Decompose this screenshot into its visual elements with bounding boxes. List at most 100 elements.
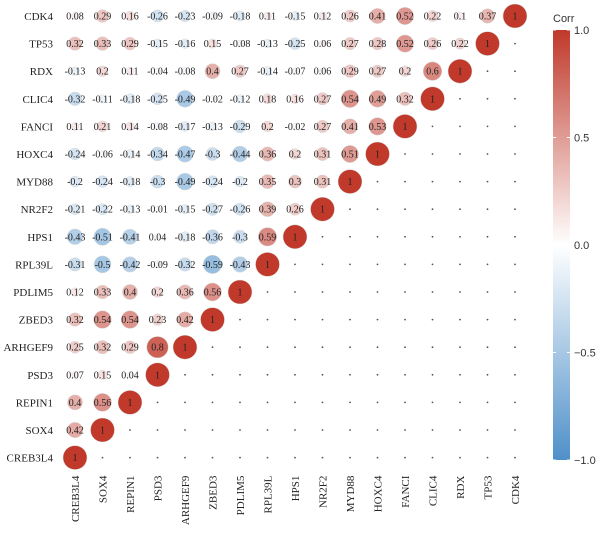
corr-value: 0.21 xyxy=(94,122,112,133)
corr-value: -0.24 xyxy=(202,177,223,188)
corr-value: 0.2 xyxy=(399,67,412,78)
empty-cell-dot xyxy=(459,208,461,211)
corr-value: -0.47 xyxy=(175,150,196,161)
corr-circle-hoxc4-arhgef9 xyxy=(176,145,194,163)
empty-cell-dot xyxy=(294,456,296,459)
empty-cell-dots xyxy=(101,42,516,459)
empty-cell-dot xyxy=(294,429,296,431)
x-label-hoxc4: HOXC4 xyxy=(373,475,385,512)
empty-cell-dot xyxy=(486,429,489,431)
corr-circle-hps1-pdlim5 xyxy=(233,229,247,244)
x-label-tp53: TP53 xyxy=(483,475,495,499)
corr-value: 0.56 xyxy=(94,398,112,409)
empty-cell-dot xyxy=(431,180,434,183)
corr-value: 0.29 xyxy=(94,12,112,23)
x-label-sox4: SOX4 xyxy=(98,475,110,503)
empty-cell-dot xyxy=(431,346,434,349)
empty-cell-dot xyxy=(514,318,516,321)
corr-value: 0.08 xyxy=(66,12,84,23)
corr-value: -0.32 xyxy=(175,260,196,271)
corr-circle-myd88-nr2f2 xyxy=(315,174,330,189)
corr-circle-myd88-hps1 xyxy=(288,174,302,189)
x-label-psd3: PSD3 xyxy=(153,475,165,501)
corr-circle-fanci-zbed3 xyxy=(207,121,218,131)
corr-value: -0.02 xyxy=(202,94,223,105)
corr-circle-tp53-pdlim5 xyxy=(236,39,244,48)
empty-cell-dot xyxy=(294,263,296,266)
corr-circle-creb3l4-creb3l4 xyxy=(62,445,88,470)
empty-cell-dot xyxy=(486,235,489,238)
empty-cell-dot xyxy=(184,401,186,404)
corr-circle-tp53-rpl39l xyxy=(262,39,273,49)
corr-value: 0.22 xyxy=(451,39,469,50)
empty-cell-dot xyxy=(486,153,489,155)
corr-value: 0.51 xyxy=(341,150,359,161)
empty-cell-dot xyxy=(514,456,516,459)
corr-value: 0.23 xyxy=(149,315,167,326)
y-label-psd3: PSD3 xyxy=(27,370,53,382)
corr-value: 0.42 xyxy=(66,426,84,437)
empty-cell-dot xyxy=(431,373,434,376)
corr-value: 0.49 xyxy=(369,94,387,105)
corr-value: 0.11 xyxy=(121,67,138,78)
corr-circle-hoxc4-hps1 xyxy=(289,148,301,160)
corr-circle-tp53-tp53 xyxy=(475,31,500,56)
corr-value: 0.59 xyxy=(259,232,277,243)
corr-value: 0.26 xyxy=(424,39,442,50)
empty-cell-dot xyxy=(294,318,296,321)
corr-value: -0.36 xyxy=(202,232,223,243)
corr-circle-nr2f2-sox4 xyxy=(96,203,109,216)
corr-value: 0.27 xyxy=(314,122,332,133)
corr-value: 0.27 xyxy=(314,94,332,105)
corr-circle-hoxc4-sox4 xyxy=(99,150,106,158)
empty-cell-dot xyxy=(376,180,379,183)
corr-circle-cdk4-myd88 xyxy=(343,9,357,23)
empty-cell-dot xyxy=(431,153,434,155)
empty-cell-dot xyxy=(514,208,516,211)
corr-circle-rdx-sox4 xyxy=(96,65,109,77)
corr-value: 0.32 xyxy=(66,39,84,50)
corr-value: 1 xyxy=(128,398,133,409)
corr-value: -0.18 xyxy=(230,12,251,23)
corr-value: 0.14 xyxy=(121,122,139,133)
corr-value: 0.15 xyxy=(204,39,222,50)
corr-value: 0.41 xyxy=(341,122,359,133)
corr-circle-cdk4-clic4 xyxy=(426,10,439,22)
corr-value: -0.14 xyxy=(257,67,278,78)
corr-value: 0.06 xyxy=(314,39,332,50)
correlation-circles: 1 0.42 1 0.4 0.56 1 0.07 0.15 0.04 1 0.25 0.32 0.29 0… xyxy=(62,3,528,470)
empty-cell-dot xyxy=(486,401,489,404)
legend-title: Corr xyxy=(553,13,575,25)
corr-circle-fanci-creb3l4 xyxy=(70,122,80,131)
legend-ticks: 1.0 0.5 0.0 −0.5 −1.0 xyxy=(553,25,596,467)
legend-tick-label: 0.0 xyxy=(574,240,589,252)
corr-circle-zbed3-arhgef9 xyxy=(176,311,194,328)
corr-value: -0.27 xyxy=(202,205,223,216)
corr-circle-fanci-hps1 xyxy=(291,123,299,130)
corr-value: 1 xyxy=(320,205,325,216)
corr-value: 0.16 xyxy=(121,12,139,23)
empty-cell-dot xyxy=(459,429,461,431)
empty-cell-dot xyxy=(514,97,516,100)
empty-cell-dot xyxy=(459,235,461,238)
empty-cell-dot xyxy=(404,346,406,349)
empty-cell-dot xyxy=(376,429,379,431)
corr-circle-psd3-repin1 xyxy=(126,371,134,379)
corr-value: -0.18 xyxy=(120,177,141,188)
empty-cell-dot xyxy=(376,373,379,376)
corr-circle-rpl39l-pdlim5 xyxy=(231,256,249,273)
corr-circle-rdx-nr2f2 xyxy=(319,67,326,75)
corr-circle-tp53-repin1 xyxy=(123,36,137,51)
empty-cell-dot xyxy=(514,291,516,293)
corr-circle-pdlim5-psd3 xyxy=(151,286,164,298)
x-label-rdx: RDX xyxy=(455,476,467,499)
corr-value: 0.28 xyxy=(369,39,387,50)
corr-circle-zbed3-creb3l4 xyxy=(67,312,83,327)
corr-value: -0.02 xyxy=(285,122,306,133)
corr-circle-rdx-psd3 xyxy=(154,67,161,75)
corr-circle-hoxc4-creb3l4 xyxy=(68,147,82,161)
empty-cell-dot xyxy=(486,125,489,128)
corr-value: -0.24 xyxy=(92,177,113,188)
corr-value: -0.18 xyxy=(120,94,141,105)
corr-circle-fanci-hoxc4 xyxy=(368,117,387,136)
